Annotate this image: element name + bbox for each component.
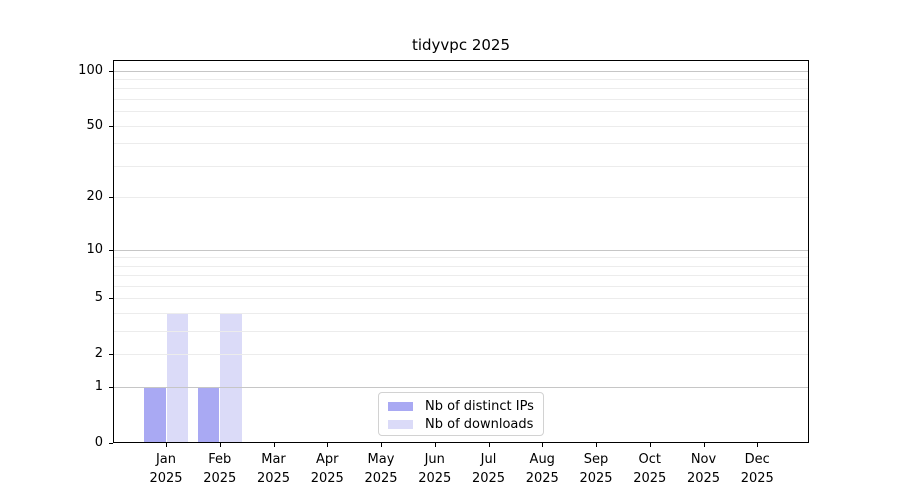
x-tick-label: Nov 2025	[686, 452, 721, 486]
x-tick	[434, 443, 436, 447]
y-gridline-minor	[113, 257, 809, 259]
x-tick-label: Apr 2025	[310, 452, 344, 486]
legend-swatch-distinct-ips	[388, 401, 413, 411]
legend: Nb of distinct IPs Nb of downloads	[378, 392, 544, 436]
y-gridline-minor	[113, 125, 809, 127]
y-gridline-minor	[113, 165, 809, 167]
x-tick-label: Jun 2025	[418, 452, 452, 486]
x-tick-label: Oct 2025	[633, 452, 667, 486]
y-gridline-minor	[113, 197, 809, 199]
x-tick	[327, 443, 329, 447]
x-tick	[219, 443, 221, 447]
y-tick	[109, 298, 113, 300]
legend-item-distinct-ips: Nb of distinct IPs	[379, 397, 543, 415]
y-gridline-minor	[113, 265, 809, 267]
y-gridline-major	[113, 249, 809, 251]
y-tick	[109, 387, 113, 389]
x-tick	[273, 443, 275, 447]
y-gridline-major	[113, 387, 809, 389]
x-tick	[596, 443, 597, 447]
y-tick	[109, 354, 113, 356]
legend-item-downloads: Nb of downloads	[379, 415, 543, 433]
x-tick	[703, 443, 705, 447]
y-tick-label: 2	[94, 346, 103, 362]
legend-label-distinct-ips: Nb of distinct IPs	[425, 398, 534, 414]
y-gridline-minor	[113, 88, 809, 90]
y-tick	[109, 197, 113, 199]
plot-area	[113, 60, 809, 443]
y-gridline-minor	[113, 143, 809, 145]
x-tick	[166, 443, 167, 447]
x-tick-label: May 2025	[364, 452, 398, 486]
x-tick	[381, 443, 382, 447]
y-gridline-minor	[113, 275, 809, 277]
y-tick-label: 5	[94, 290, 103, 306]
y-tick	[109, 70, 113, 72]
x-tick-label: Sep 2025	[579, 452, 613, 486]
bar-downloads	[220, 313, 242, 443]
y-gridline-minor	[113, 79, 809, 81]
y-tick-label: 0	[94, 435, 103, 450]
y-tick	[109, 249, 113, 251]
y-gridline-major	[113, 70, 809, 72]
x-tick-label: Aug 2025	[525, 452, 559, 486]
x-tick	[488, 443, 490, 447]
y-tick-label: 20	[86, 189, 103, 205]
y-gridline-minor	[113, 298, 809, 300]
x-tick	[649, 443, 651, 447]
y-tick-label: 50	[86, 117, 103, 133]
y-gridline-minor	[113, 354, 809, 356]
x-tick	[757, 443, 759, 447]
x-tick-label: Jul 2025	[471, 452, 506, 486]
x-tick-label: Jan 2025	[149, 452, 183, 486]
y-tick	[109, 443, 113, 444]
y-tick	[109, 125, 113, 127]
y-gridline-minor	[113, 99, 809, 101]
bar-downloads	[166, 313, 188, 443]
x-tick-label: Dec 2025	[740, 452, 774, 486]
y-tick-label: 100	[78, 62, 103, 78]
x-tick-label: Mar 2025	[256, 452, 291, 486]
legend-label-downloads: Nb of downloads	[425, 416, 534, 432]
y-gridline-minor	[113, 111, 809, 113]
y-tick-label: 1	[94, 379, 103, 395]
y-gridline-minor	[113, 331, 809, 333]
legend-swatch-downloads	[388, 419, 413, 429]
y-tick-label: 10	[86, 241, 103, 257]
bar-distinct-ips	[144, 387, 166, 443]
bar-distinct-ips	[197, 387, 220, 443]
x-tick-label: Feb 2025	[203, 452, 237, 486]
chart-title: tidyvpc 2025	[411, 36, 511, 54]
y-gridline-minor	[113, 286, 809, 287]
y-gridline-minor	[113, 313, 809, 315]
x-tick	[542, 443, 544, 447]
